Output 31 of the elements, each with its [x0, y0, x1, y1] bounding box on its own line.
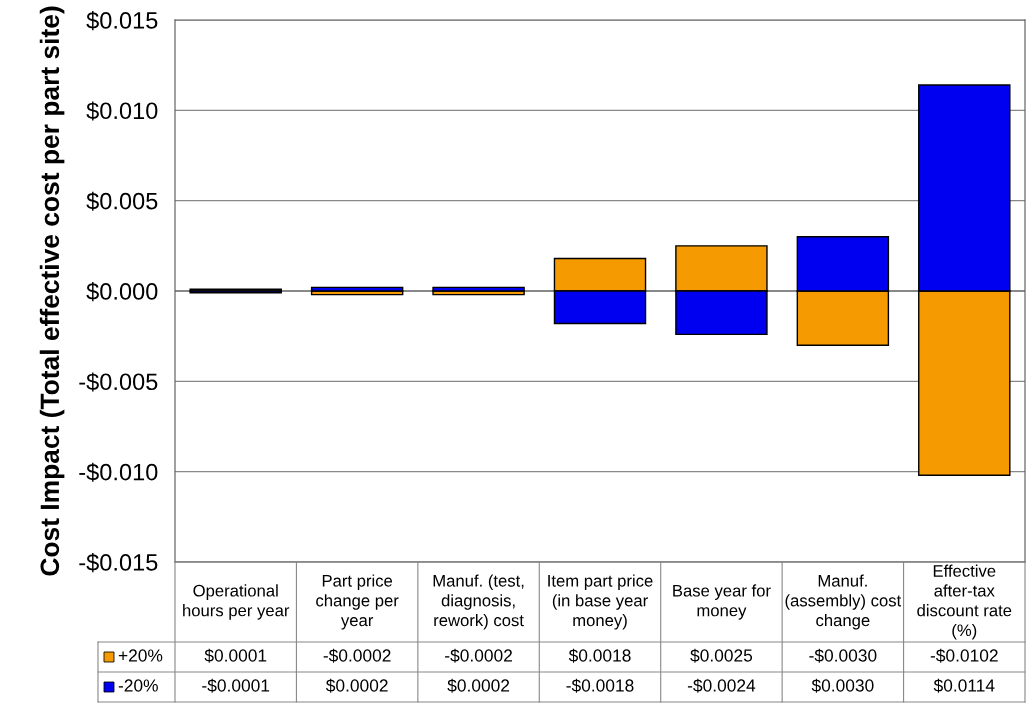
data-label: $0.0114 — [933, 678, 995, 693]
x-tick-label: Part price change per year — [316, 574, 399, 630]
data-label: -$0.0001 — [202, 678, 270, 693]
x-tick-label: Item part price (in base year money) — [548, 574, 653, 630]
y-axis-title: Cost Impact (Total effective cost per part site) — [39, 6, 65, 576]
data-label: -$0.0002 — [445, 648, 512, 663]
x-tick-label: Base year for money — [673, 584, 771, 620]
data-label: $0.0018 — [568, 648, 631, 663]
x-tick-label: Manuf. (test, diagnosis, rework) cost — [433, 574, 524, 630]
legend-label: +20% — [118, 649, 163, 662]
y-tick-label: $0.010 — [86, 101, 158, 121]
data-label: -$0.0002 — [323, 648, 391, 663]
data-label: $0.0002 — [325, 678, 388, 693]
legend-label: -20% — [118, 679, 158, 692]
x-tick-label: Effective after-tax discount rate (%) — [917, 564, 1012, 640]
y-tick-label: -$0.015 — [79, 553, 158, 573]
y-tick-label: -$0.010 — [79, 462, 158, 482]
y-tick-label: $0.000 — [86, 282, 158, 302]
y-tick-label: $0.005 — [86, 191, 158, 211]
x-tick-label: Manuf. (assembly) cost change — [785, 574, 902, 630]
data-label: -$0.0018 — [566, 678, 634, 693]
data-label: -$0.0102 — [930, 648, 998, 663]
data-label: $0.0001 — [204, 648, 267, 663]
data-label: -$0.0030 — [809, 648, 877, 663]
data-label: $0.0002 — [447, 678, 510, 693]
data-label: $0.0030 — [811, 678, 874, 693]
y-tick-label: -$0.005 — [79, 372, 158, 392]
y-tick-label: $0.015 — [86, 11, 158, 31]
data-label: -$0.0024 — [687, 678, 756, 693]
data-label: $0.0025 — [690, 648, 753, 663]
x-tick-label: Operational hours per year — [183, 584, 290, 620]
